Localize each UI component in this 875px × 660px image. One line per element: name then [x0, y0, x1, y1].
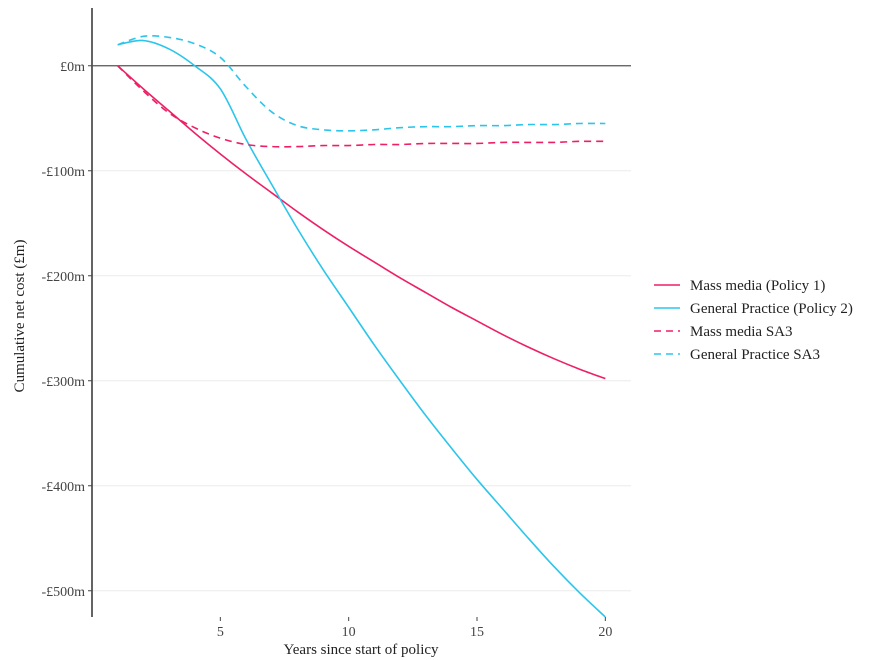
series-line-mass-media-sa3 — [117, 65, 606, 148]
series-line-general-practice-policy-2 — [117, 39, 606, 618]
axes — [88, 8, 631, 621]
y-tick-label: £0m — [60, 60, 85, 75]
y-tick-label: -£100m — [41, 165, 85, 180]
legend-label: General Practice (Policy 2) — [690, 301, 853, 317]
x-tick-label: 20 — [598, 625, 612, 640]
legend: Mass media (Policy 1) General Practice (P… — [654, 278, 853, 363]
x-axis-title: Years since start of policy — [283, 642, 439, 658]
x-tick-label: 15 — [470, 625, 484, 640]
x-tick-labels: 5 10 15 20 — [217, 625, 612, 640]
y-tick-label: -£300m — [41, 375, 85, 390]
y-tick-label: -£200m — [41, 270, 85, 285]
legend-label: Mass media (Policy 1) — [690, 278, 825, 294]
y-tick-label: -£500m — [41, 585, 85, 600]
gridlines — [92, 170, 631, 592]
series — [117, 35, 606, 618]
series-line-mass-media-policy-1 — [117, 65, 606, 380]
y-tick-label: -£400m — [41, 480, 85, 495]
y-tick-labels: £0m -£100m -£200m -£300m -£400m -£500m — [41, 60, 85, 600]
legend-label: Mass media SA3 — [690, 324, 793, 340]
x-tick-label: 10 — [342, 625, 356, 640]
series-line-general-practice-sa3 — [117, 35, 606, 132]
x-tick-label: 5 — [217, 625, 224, 640]
y-axis-title: Cumulative net cost (£m) — [12, 240, 28, 393]
legend-label: General Practice SA3 — [690, 347, 820, 363]
